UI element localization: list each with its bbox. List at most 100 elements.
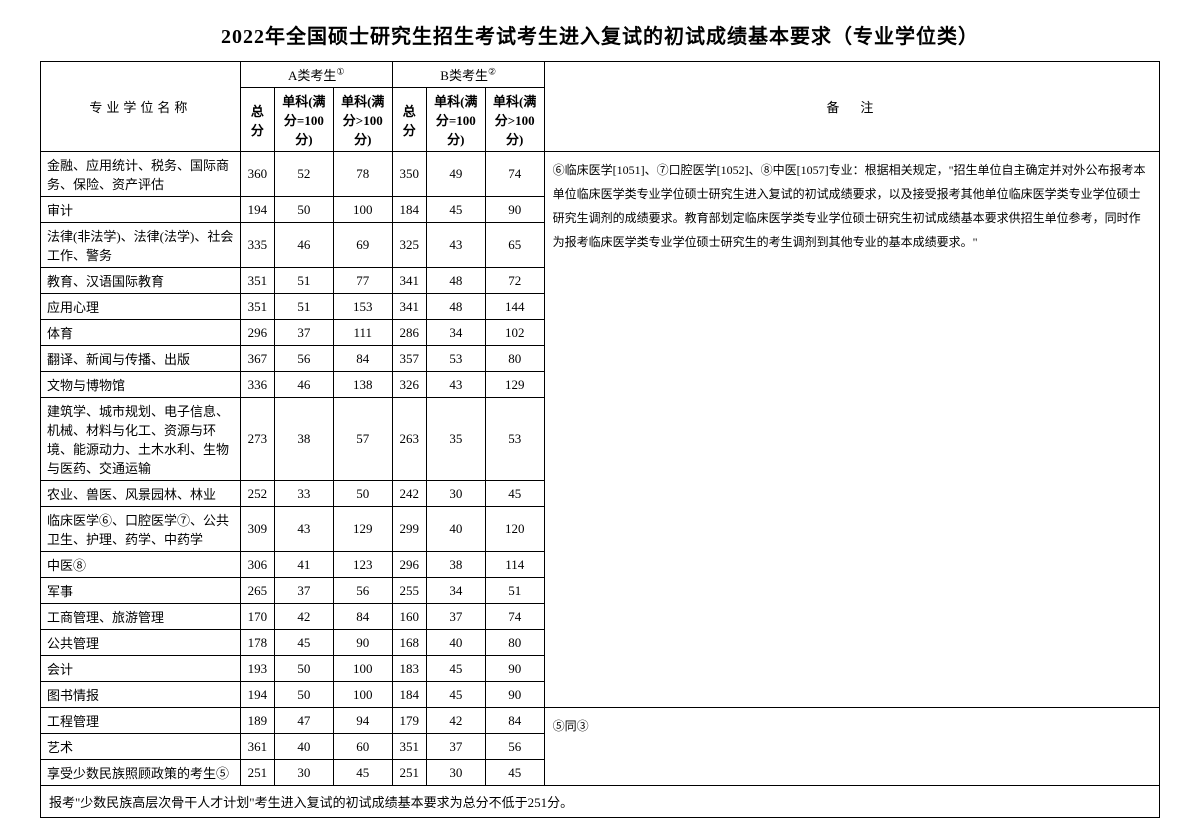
score-cell: 94 — [333, 708, 392, 734]
degree-name-cell: 教育、汉语国际教育 — [41, 268, 241, 294]
score-cell: 263 — [392, 398, 426, 481]
score-cell: 65 — [485, 223, 544, 268]
score-cell: 56 — [333, 578, 392, 604]
score-cell: 183 — [392, 656, 426, 682]
score-cell: 38 — [426, 552, 485, 578]
score-cell: 74 — [485, 152, 544, 197]
score-cell: 144 — [485, 294, 544, 320]
score-cell: 350 — [392, 152, 426, 197]
score-cell: 37 — [274, 320, 333, 346]
score-cell: 357 — [392, 346, 426, 372]
score-cell: 90 — [485, 682, 544, 708]
score-cell: 102 — [485, 320, 544, 346]
col-b-subgt: 单科(满分>100分) — [485, 88, 544, 152]
score-cell: 78 — [333, 152, 392, 197]
degree-name-cell: 中医⑧ — [41, 552, 241, 578]
score-cell: 77 — [333, 268, 392, 294]
score-cell: 41 — [274, 552, 333, 578]
table-row: 金融、应用统计、税务、国际商务、保险、资产评估36052783504974⑥临床… — [41, 152, 1160, 197]
score-cell: 30 — [426, 760, 485, 786]
score-cell: 336 — [240, 372, 274, 398]
score-cell: 69 — [333, 223, 392, 268]
col-degree-name: 专业学位名称 — [41, 62, 241, 152]
score-cell: 53 — [485, 398, 544, 481]
score-cell: 45 — [274, 630, 333, 656]
score-cell: 360 — [240, 152, 274, 197]
page-title: 2022年全国硕士研究生招生考试考生进入复试的初试成绩基本要求（专业学位类） — [40, 20, 1160, 49]
score-cell: 50 — [274, 197, 333, 223]
score-cell: 35 — [426, 398, 485, 481]
score-cell: 45 — [426, 682, 485, 708]
score-cell: 46 — [274, 223, 333, 268]
score-cell: 72 — [485, 268, 544, 294]
score-cell: 80 — [485, 630, 544, 656]
score-cell: 30 — [274, 760, 333, 786]
degree-name-cell: 工商管理、旅游管理 — [41, 604, 241, 630]
degree-name-cell: 建筑学、城市规划、电子信息、机械、材料与化工、资源与环境、能源动力、土木水利、生… — [41, 398, 241, 481]
degree-name-cell: 会计 — [41, 656, 241, 682]
degree-name-cell: 工程管理 — [41, 708, 241, 734]
score-cell: 50 — [333, 481, 392, 507]
score-cell: 265 — [240, 578, 274, 604]
score-cell: 111 — [333, 320, 392, 346]
score-cell: 56 — [274, 346, 333, 372]
score-cell: 351 — [392, 734, 426, 760]
score-cell: 306 — [240, 552, 274, 578]
score-cell: 51 — [274, 268, 333, 294]
score-cell: 90 — [333, 630, 392, 656]
score-cell: 129 — [333, 507, 392, 552]
score-cell: 84 — [333, 346, 392, 372]
score-cell: 43 — [426, 372, 485, 398]
score-cell: 255 — [392, 578, 426, 604]
score-cell: 361 — [240, 734, 274, 760]
score-cell: 114 — [485, 552, 544, 578]
score-cell: 168 — [392, 630, 426, 656]
score-cell: 286 — [392, 320, 426, 346]
score-cell: 48 — [426, 294, 485, 320]
score-cell: 326 — [392, 372, 426, 398]
score-cell: 56 — [485, 734, 544, 760]
group-b-label: B类考生 — [440, 68, 488, 83]
degree-name-cell: 图书情报 — [41, 682, 241, 708]
score-cell: 45 — [426, 656, 485, 682]
score-cell: 273 — [240, 398, 274, 481]
score-cell: 80 — [485, 346, 544, 372]
score-cell: 38 — [274, 398, 333, 481]
score-cell: 50 — [274, 656, 333, 682]
score-cell: 100 — [333, 197, 392, 223]
col-group-b: B类考生② — [392, 62, 544, 88]
score-cell: 194 — [240, 682, 274, 708]
score-cell: 351 — [240, 268, 274, 294]
score-cell: 40 — [426, 630, 485, 656]
score-cell: 138 — [333, 372, 392, 398]
notes-main-cell: ⑥临床医学[1051]、⑦口腔医学[1052]、⑧中医[1057]专业：根据相关… — [544, 152, 1159, 708]
score-cell: 43 — [274, 507, 333, 552]
group-b-sup: ② — [488, 67, 496, 77]
degree-name-cell: 农业、兽医、风景园林、林业 — [41, 481, 241, 507]
score-cell: 37 — [426, 734, 485, 760]
score-cell: 45 — [485, 760, 544, 786]
score-cell: 194 — [240, 197, 274, 223]
notes-tail-cell: ⑤同③ — [544, 708, 1159, 786]
score-cell: 170 — [240, 604, 274, 630]
score-cell: 153 — [333, 294, 392, 320]
score-cell: 160 — [392, 604, 426, 630]
score-cell: 251 — [240, 760, 274, 786]
score-cell: 47 — [274, 708, 333, 734]
col-a-subgt: 单科(满分>100分) — [333, 88, 392, 152]
score-cell: 184 — [392, 197, 426, 223]
score-cell: 45 — [485, 481, 544, 507]
col-a-subeq: 单科(满分=100分) — [274, 88, 333, 152]
score-cell: 309 — [240, 507, 274, 552]
score-cell: 129 — [485, 372, 544, 398]
score-cell: 299 — [392, 507, 426, 552]
degree-name-cell: 文物与博物馆 — [41, 372, 241, 398]
score-cell: 251 — [392, 760, 426, 786]
degree-name-cell: 艺术 — [41, 734, 241, 760]
score-cell: 52 — [274, 152, 333, 197]
score-cell: 189 — [240, 708, 274, 734]
col-notes: 备 注 — [544, 62, 1159, 152]
score-cell: 84 — [485, 708, 544, 734]
score-cell: 57 — [333, 398, 392, 481]
score-cell: 60 — [333, 734, 392, 760]
